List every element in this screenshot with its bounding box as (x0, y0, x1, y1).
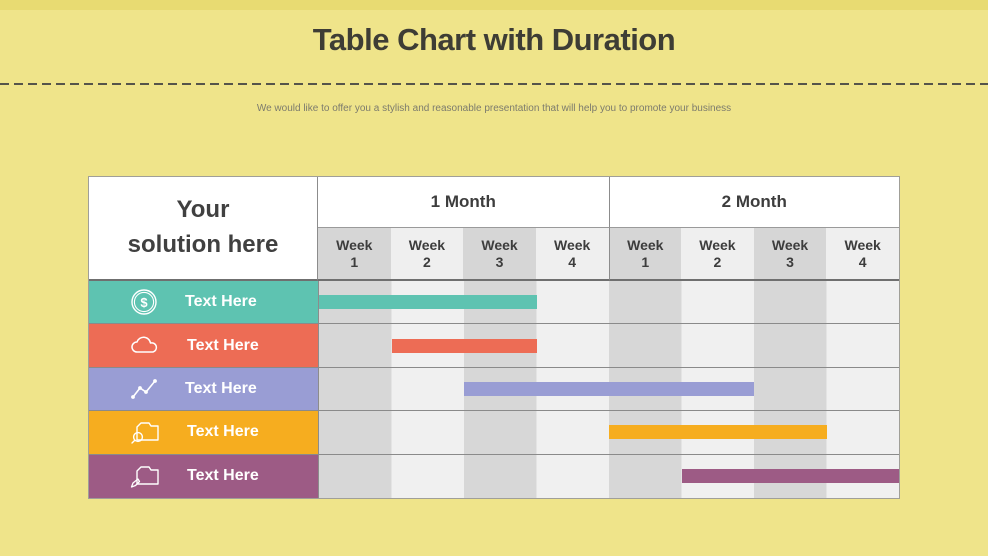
gantt-row-track (318, 367, 899, 412)
table-corner-title: Your solution here (89, 177, 318, 281)
row-label-text: Text Here (185, 379, 257, 397)
row-label-text: Text Here (185, 293, 257, 311)
row-label-text: Text Here (187, 423, 259, 441)
gantt-bar (391, 338, 537, 353)
gantt-bar (464, 381, 754, 396)
table-row-label: Text Here (89, 454, 318, 498)
week-header: Week 3 (463, 228, 536, 281)
table-row-label: $ Text Here (89, 281, 318, 325)
top-accent-strip (0, 0, 988, 10)
month-header-2: 2 Month (608, 177, 899, 228)
trend-line-icon (131, 379, 157, 399)
row-label-text: Text Here (187, 336, 259, 354)
table-row-label: Text Here (89, 324, 318, 368)
duration-table: Your solution here 1 Month 2 Month Week … (88, 176, 900, 499)
week-header: Week 2 (681, 228, 754, 281)
dollar-coin-icon: $ (131, 289, 157, 315)
gantt-row-track (318, 454, 899, 498)
cloud-icon (131, 336, 158, 353)
week-header: Week 2 (390, 228, 464, 281)
table-row-label: Text Here (89, 367, 318, 412)
table-row-label: Text Here (89, 411, 318, 455)
week-header: Week 3 (753, 228, 827, 281)
dashed-divider (0, 83, 988, 85)
week-header: Week 1 (318, 228, 391, 281)
folder-edit-icon (130, 466, 159, 488)
gantt-row-track (318, 281, 899, 325)
week-header: Week 1 (608, 228, 682, 281)
slide-subtitle: We would like to offer you a stylish and… (256, 103, 732, 114)
week-header: Week 4 (826, 228, 899, 281)
month-header-1: 1 Month (318, 177, 609, 228)
svg-text:$: $ (140, 295, 148, 310)
gantt-row-track (318, 411, 899, 455)
folder-search-icon (131, 422, 159, 445)
week-header: Week 4 (535, 228, 609, 281)
slide-title: Table Chart with Duration (312, 22, 676, 57)
gantt-bar (681, 469, 899, 484)
gantt-row-track (318, 324, 899, 368)
gantt-bar (319, 295, 537, 310)
gantt-bar (609, 425, 827, 440)
row-label-text: Text Here (187, 467, 259, 485)
